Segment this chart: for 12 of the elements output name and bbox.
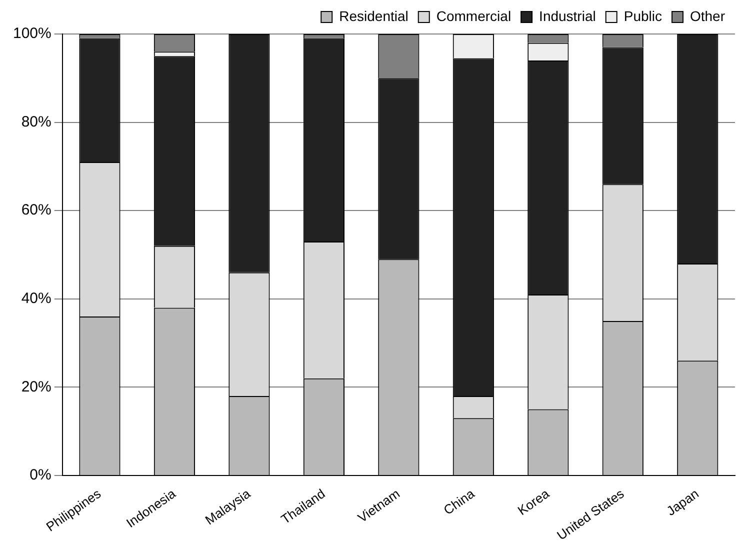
legend-label: Commercial [436,8,512,24]
y-tick-label: 40% [21,290,52,308]
legend-label: Other [690,8,726,24]
legend-label: Residential [339,8,408,24]
legend-label: Public [624,8,662,24]
y-tick-label: 60% [21,202,52,219]
y-tick-label: 100% [12,25,52,42]
y-tick-label: 0% [30,466,52,484]
y-tick-label: 20% [21,378,52,396]
y-tick-label: 80% [21,113,52,130]
legend-label: Industrial [539,8,596,24]
x-tick-label: China [440,486,478,518]
